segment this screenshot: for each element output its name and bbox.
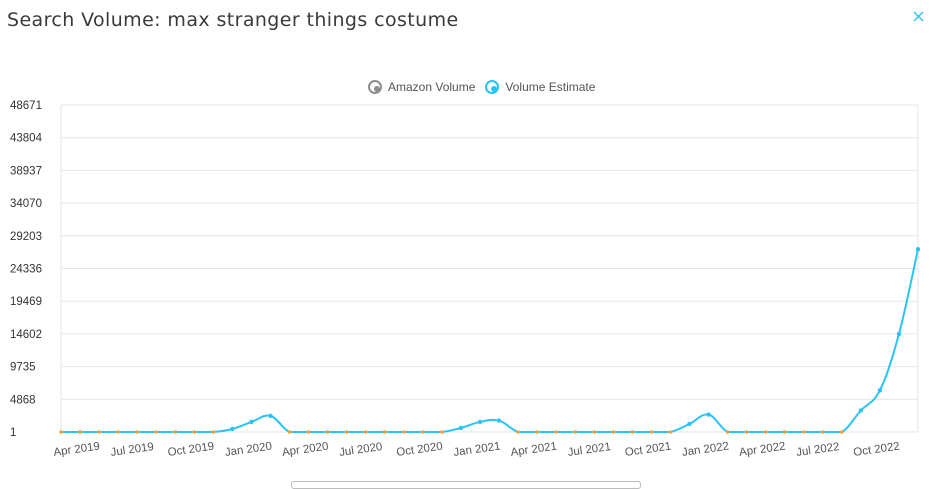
x-tick-label: Jan 2020 [224, 441, 273, 459]
data-point [382, 430, 387, 434]
data-point [287, 430, 292, 434]
x-tick-label: Oct 2020 [396, 441, 444, 459]
y-tick-label: 38937 [10, 165, 42, 177]
data-point [477, 419, 483, 425]
data-point [458, 425, 464, 431]
data-point [440, 430, 444, 434]
data-point [763, 430, 768, 434]
data-point [78, 430, 82, 434]
data-point [516, 430, 520, 434]
data-point [192, 430, 197, 434]
legend-item-amazon-volume[interactable]: Amazon Volume [368, 80, 475, 94]
y-tick-label: 14602 [10, 329, 42, 341]
data-point [211, 430, 216, 434]
data-point [687, 421, 692, 427]
x-tick-label: Jul 2019 [110, 441, 155, 459]
data-point [877, 388, 883, 393]
data-point [725, 430, 730, 434]
data-point [554, 430, 558, 434]
data-point [154, 430, 159, 434]
chart-legend: Amazon Volume Volume Estimate [368, 80, 595, 94]
chart-title: Search Volume: max stranger things costu… [7, 9, 459, 31]
data-point [630, 430, 635, 434]
y-tick-label: 4868 [10, 394, 36, 406]
data-point [858, 408, 864, 413]
data-point [896, 331, 902, 337]
x-tick-label: Oct 2021 [624, 441, 672, 459]
data-point [325, 430, 330, 434]
y-tick-label: 1 [10, 427, 16, 439]
data-point [744, 430, 749, 434]
range-scrollbar[interactable] [291, 481, 641, 489]
x-tick-label: Apr 2021 [510, 441, 558, 459]
data-point [840, 430, 844, 434]
x-tick-label: Jul 2020 [338, 441, 383, 459]
legend-label: Amazon Volume [388, 80, 476, 94]
data-point [249, 419, 254, 425]
data-point [59, 430, 63, 434]
data-point [97, 430, 101, 434]
data-point [782, 430, 787, 434]
data-point [306, 430, 311, 434]
x-tick-label: Jan 2021 [453, 441, 502, 459]
data-point [820, 430, 825, 434]
data-point [592, 430, 597, 434]
y-tick-label: 34070 [10, 198, 42, 210]
radio-icon [485, 80, 500, 94]
data-point [611, 430, 616, 434]
data-point [649, 430, 654, 434]
data-point [801, 430, 806, 434]
data-point [135, 430, 139, 434]
data-point [421, 430, 425, 434]
data-point [535, 430, 539, 434]
data-point [706, 412, 711, 417]
data-point [402, 430, 406, 434]
series-line-volume-estimate [60, 249, 919, 434]
x-tick-label: Apr 2020 [281, 441, 329, 459]
radio-icon [368, 80, 382, 94]
x-tick-label: Jul 2021 [567, 441, 612, 459]
x-tick-label: Apr 2022 [738, 441, 786, 459]
close-icon[interactable] [911, 9, 927, 25]
x-tick-label: Oct 2019 [167, 441, 215, 459]
data-point [668, 430, 673, 434]
data-point [344, 430, 349, 434]
y-tick-label: 48671 [10, 100, 42, 112]
legend-item-volume-estimate[interactable]: Volume Estimate [485, 80, 595, 94]
y-tick-label: 19469 [10, 296, 42, 308]
y-tick-label: 29203 [10, 231, 42, 243]
data-point [230, 426, 235, 432]
legend-label: Volume Estimate [505, 80, 596, 94]
x-tick-label: Jan 2022 [681, 441, 730, 459]
x-tick-label: Oct 2022 [853, 441, 901, 459]
x-tick-label: Jul 2022 [796, 441, 841, 459]
y-tick-label: 43804 [10, 133, 43, 145]
data-point [573, 430, 577, 434]
y-tick-label: 24336 [10, 264, 42, 276]
data-point [363, 430, 368, 434]
data-point [496, 418, 502, 423]
x-tick-label: Apr 2019 [53, 441, 101, 459]
data-point [268, 413, 273, 419]
y-tick-label: 9735 [10, 362, 36, 374]
data-point [173, 430, 178, 434]
data-point [116, 430, 120, 434]
data-point [915, 247, 921, 252]
